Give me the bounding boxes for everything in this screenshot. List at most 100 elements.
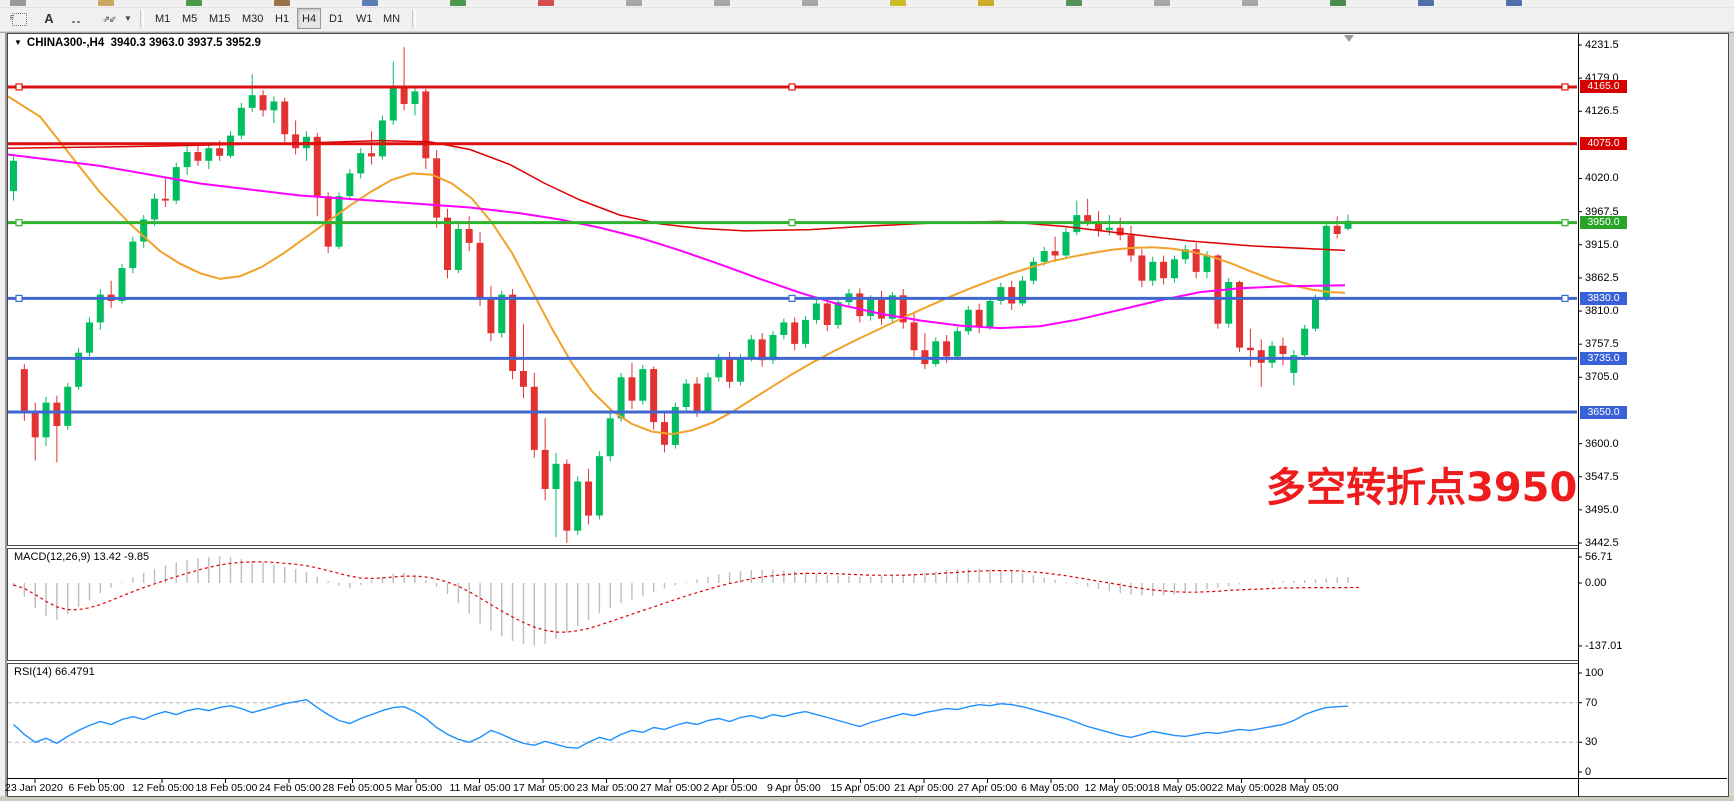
hline-handle[interactable] bbox=[1561, 83, 1569, 91]
timeframe-mn-button[interactable]: MN bbox=[383, 13, 401, 25]
timeframe-m15-button[interactable]: M15 bbox=[209, 13, 231, 25]
timeframe-d1-button[interactable]: D1 bbox=[329, 13, 344, 25]
chart-plot-frame[interactable] bbox=[7, 33, 1579, 797]
time-axis-label: 27 Apr 05:00 bbox=[957, 782, 1018, 794]
candle bbox=[1257, 350, 1265, 363]
time-axis-label: 6 May 05:00 bbox=[1021, 782, 1079, 794]
chart-dropdown-icon[interactable]: ▼ bbox=[14, 38, 22, 47]
price-tick-label: 3810.0 bbox=[1585, 305, 1619, 318]
candle bbox=[1290, 355, 1298, 373]
macd-tick-label: -137.01 bbox=[1585, 639, 1623, 652]
clipped-toolbar-icon[interactable] bbox=[1330, 0, 1346, 6]
time-axis-label: 15 Apr 05:00 bbox=[830, 782, 891, 794]
candle bbox=[747, 339, 755, 358]
clipped-toolbar-icon[interactable] bbox=[98, 0, 114, 6]
arrows-dropdown-caret-icon[interactable]: ▼ bbox=[124, 14, 132, 23]
candle bbox=[791, 322, 799, 344]
clipped-toolbar-icon[interactable] bbox=[890, 0, 906, 6]
hline-handle[interactable] bbox=[1561, 294, 1569, 303]
hline-handle[interactable] bbox=[1561, 219, 1569, 227]
candle bbox=[161, 198, 169, 201]
price-line-badge: 4075.0 bbox=[1580, 137, 1627, 151]
candle bbox=[1062, 232, 1070, 256]
candle bbox=[270, 101, 278, 111]
time-axis-label: 24 Feb 05:00 bbox=[259, 782, 321, 794]
rsi-panel-separator[interactable] bbox=[7, 660, 1578, 664]
timeframe-h4-button[interactable]: H4 bbox=[297, 8, 322, 29]
candle bbox=[400, 87, 408, 104]
clipped-toolbar-icon[interactable] bbox=[1066, 0, 1082, 6]
clipped-toolbar-icon[interactable] bbox=[714, 0, 730, 6]
candle bbox=[368, 153, 376, 157]
candle bbox=[975, 309, 983, 327]
candle bbox=[682, 383, 690, 407]
candle bbox=[1029, 261, 1037, 281]
candle bbox=[541, 449, 549, 489]
candle bbox=[487, 297, 495, 334]
clipped-toolbar-icon[interactable] bbox=[186, 0, 202, 6]
hline-handle[interactable] bbox=[15, 219, 23, 227]
timeframe-m1-button[interactable]: M1 bbox=[155, 13, 171, 25]
candle bbox=[1116, 227, 1124, 236]
ma-orange bbox=[7, 95, 1346, 436]
candle bbox=[172, 167, 180, 201]
clipped-toolbar-icon[interactable] bbox=[1418, 0, 1434, 6]
candle bbox=[1192, 249, 1200, 272]
candle bbox=[1225, 282, 1233, 324]
timeframe-h1-button[interactable]: H1 bbox=[275, 13, 290, 25]
candle bbox=[888, 295, 896, 319]
macd-panel-separator[interactable] bbox=[7, 545, 1578, 549]
chart-annotation-text[interactable]: 多空转折点3950 bbox=[1266, 465, 1578, 511]
candle bbox=[812, 303, 820, 320]
clipped-toolbar-icon[interactable] bbox=[1242, 0, 1258, 6]
candle bbox=[595, 456, 603, 516]
clipped-toolbar-icon[interactable] bbox=[362, 0, 378, 6]
hline-handle[interactable] bbox=[788, 294, 796, 303]
candle bbox=[248, 95, 256, 108]
hline-handle[interactable] bbox=[788, 83, 796, 91]
candle bbox=[943, 341, 951, 357]
candle bbox=[693, 383, 701, 411]
toolbar-divider bbox=[0, 31, 1734, 34]
clipped-toolbar-icon[interactable] bbox=[10, 0, 26, 6]
hline-handle[interactable] bbox=[15, 83, 23, 91]
toolbar-row-clipped-icons[interactable] bbox=[0, 0, 1734, 8]
price-tick-label: 3967.5 bbox=[1585, 205, 1619, 218]
chart-title: ▼ CHINA300-,H4 3940.3 3963.0 3937.5 3952.… bbox=[14, 37, 261, 49]
candle bbox=[31, 410, 39, 438]
clipped-toolbar-icon[interactable] bbox=[1154, 0, 1170, 6]
timeframe-m5-button[interactable]: M5 bbox=[182, 13, 198, 25]
crosshair-tool-icon[interactable]: F bbox=[8, 9, 30, 29]
price-tick-label: 3600.0 bbox=[1585, 437, 1619, 450]
clipped-toolbar-icon[interactable] bbox=[1506, 0, 1522, 6]
candle bbox=[606, 418, 614, 457]
price-tick-label: 4126.5 bbox=[1585, 105, 1619, 118]
candle bbox=[1008, 287, 1016, 304]
clipped-toolbar-icon[interactable] bbox=[450, 0, 466, 6]
clipped-toolbar-icon[interactable] bbox=[978, 0, 994, 6]
candle bbox=[1051, 251, 1059, 256]
candle bbox=[1019, 280, 1027, 304]
clipped-toolbar-icon[interactable] bbox=[538, 0, 554, 6]
hline-handle[interactable] bbox=[15, 294, 23, 303]
candle bbox=[574, 481, 582, 531]
text-box-tool-icon[interactable] bbox=[66, 9, 86, 29]
price-tick-label: 3862.5 bbox=[1585, 271, 1619, 284]
timeframe-w1-button[interactable]: W1 bbox=[356, 13, 373, 25]
time-axis-label: 18 Feb 05:00 bbox=[195, 782, 258, 794]
arrows-tool-icon[interactable]: ⇗⇙ bbox=[102, 14, 116, 24]
time-axis-label: 12 May 05:00 bbox=[1084, 782, 1149, 794]
chart-shift-marker-icon[interactable] bbox=[1344, 35, 1354, 42]
clipped-toolbar-icon[interactable] bbox=[802, 0, 818, 6]
text-label-tool-icon[interactable]: A bbox=[44, 11, 54, 26]
hline-handle[interactable] bbox=[788, 219, 796, 227]
price-tick-label: 3705.0 bbox=[1585, 371, 1619, 384]
candle bbox=[346, 173, 354, 197]
candle bbox=[530, 386, 538, 450]
clipped-toolbar-icon[interactable] bbox=[626, 0, 642, 6]
candle bbox=[1095, 221, 1102, 231]
timeframe-m30-button[interactable]: M30 bbox=[242, 13, 264, 25]
clipped-toolbar-icon[interactable] bbox=[274, 0, 290, 6]
macd-tick-label: 0.00 bbox=[1585, 577, 1607, 589]
